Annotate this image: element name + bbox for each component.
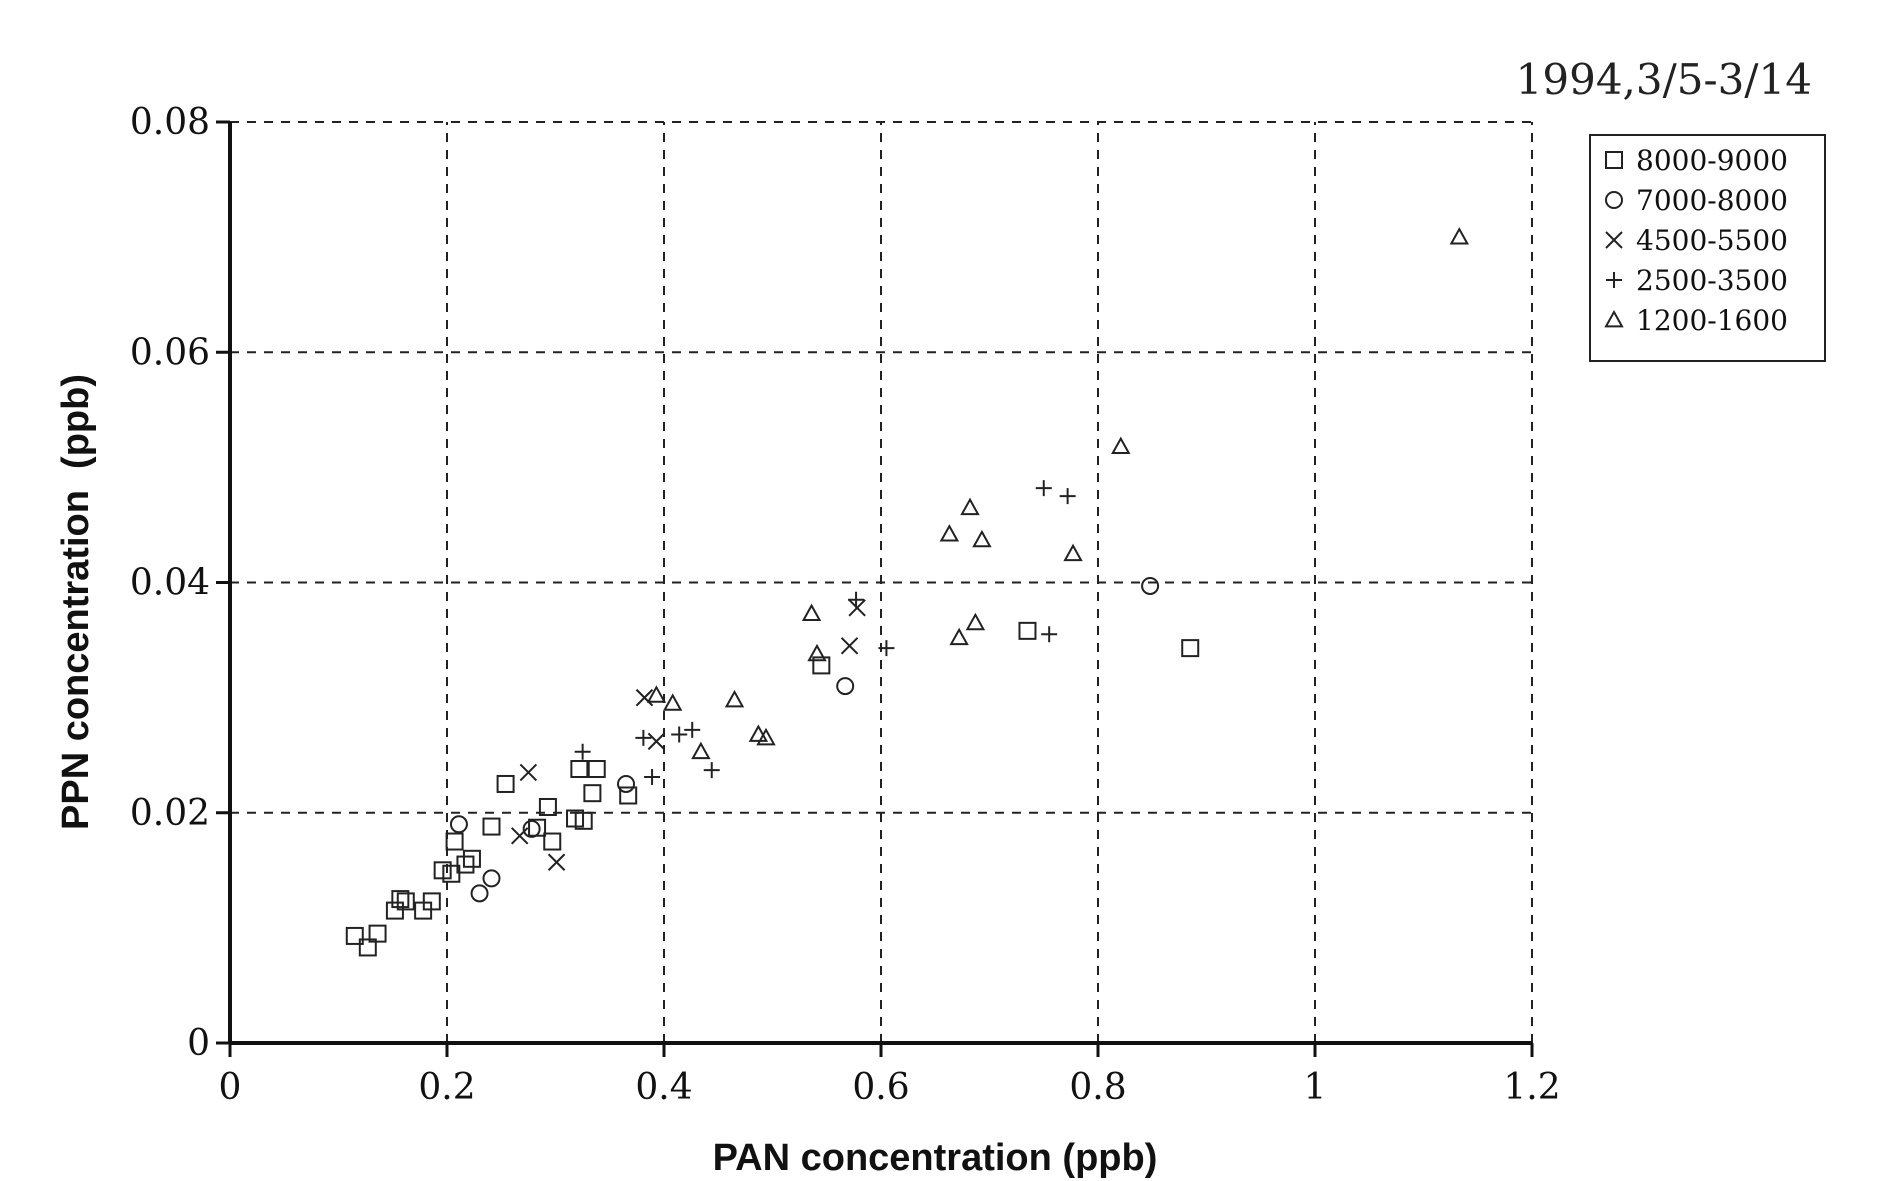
data-point-x (519, 763, 538, 782)
data-point-square (368, 924, 387, 943)
data-point-plus (574, 743, 591, 760)
data-point-plus (1041, 626, 1058, 643)
data-point-triangle (972, 529, 992, 548)
data-point-triangle (807, 643, 827, 662)
data-point-square (812, 656, 831, 675)
data-point-triangle (724, 689, 745, 708)
data-point-square (619, 786, 638, 805)
data-point-square (445, 832, 464, 851)
data-point-x (635, 688, 654, 707)
data-point-square (422, 892, 441, 911)
x-tick-label: 0.2 (418, 1067, 475, 1108)
data-point-square (462, 849, 481, 868)
data-point-circle (449, 815, 468, 834)
data-point-square (345, 926, 364, 945)
legend-marker-x (1605, 231, 1623, 249)
data-point-square (1018, 621, 1037, 640)
data-point-plus (878, 640, 895, 657)
data-point-circle (1141, 576, 1160, 595)
legend-marker-plus (1606, 272, 1622, 288)
x-tick-label: 0.8 (1069, 1067, 1126, 1108)
data-point-triangle (965, 612, 986, 631)
x-tick-label: 1 (1304, 1067, 1327, 1108)
data-point-square (391, 890, 410, 909)
y-tick-label: 0.02 (130, 793, 210, 834)
x-tick-label: 1.2 (1503, 1067, 1560, 1108)
data-points (345, 227, 1470, 957)
data-point-circle (522, 819, 541, 838)
y-tick-label: 0.04 (130, 563, 210, 604)
x-tick-label: 0 (219, 1067, 242, 1108)
data-point-square (543, 832, 562, 851)
legend-label: 8000-9000 (1636, 144, 1788, 177)
data-point-triangle (939, 524, 960, 542)
data-point-x (848, 599, 866, 617)
data-point-triangle (1449, 227, 1470, 245)
data-point-triangle (748, 724, 769, 742)
data-point-x (510, 827, 529, 845)
data-point-plus (1035, 480, 1052, 497)
data-point-x (840, 637, 859, 655)
data-point-square (583, 784, 602, 803)
data-point-triangle (1111, 436, 1131, 455)
data-point-x (647, 732, 666, 751)
y-axis-label: PPN concentration (ppb) (55, 374, 97, 830)
data-point-plus (703, 762, 720, 779)
legend-marker-circle (1605, 191, 1623, 209)
data-point-triangle (801, 603, 822, 621)
legend: 8000-9000 7000-8000 4500-5500 2500-3500 1200… (1589, 134, 1826, 362)
y-tick-label: 0.06 (130, 332, 210, 373)
tick-labels: 0 0.2 0.4 0.6 0.8 1 1.2 0 0.02 0.04 0.06 0.08 (130, 102, 1561, 1108)
data-point-square (1181, 639, 1200, 658)
x-axis-label: PAN concentration (ppb) (713, 1137, 1158, 1179)
data-point-triangle (949, 627, 969, 646)
data-point-square (442, 864, 461, 883)
data-point-triangle (960, 497, 980, 516)
data-point-square (574, 811, 593, 830)
data-point-circle (617, 774, 636, 793)
data-point-square (358, 938, 377, 957)
chart-title: 1994,3/5-3/14 (1516, 55, 1812, 104)
legend-box (1589, 134, 1826, 362)
data-point-circle (482, 869, 501, 888)
data-point-square (587, 760, 606, 779)
data-point-square (538, 797, 557, 816)
data-point-plus (1059, 488, 1076, 505)
data-point-square (570, 760, 589, 779)
data-point-square (456, 855, 475, 874)
data-point-triangle (756, 727, 776, 746)
data-point-square (482, 817, 501, 836)
data-point-circle (836, 677, 855, 696)
data-point-triangle (691, 741, 711, 760)
data-point-plus (848, 591, 865, 608)
legend-items: 8000-9000 7000-8000 4500-5500 2500-3500 1200… (1604, 144, 1788, 337)
data-point-x (547, 853, 566, 871)
legend-label: 4500-5500 (1636, 224, 1788, 257)
legend-label: 2500-3500 (1636, 264, 1788, 297)
data-point-triangle (646, 685, 667, 703)
data-point-circle (470, 884, 489, 903)
data-point-plus (684, 721, 701, 738)
data-point-plus (635, 729, 652, 746)
data-point-square (496, 774, 515, 793)
gridlines (230, 121, 1533, 1043)
data-point-triangle (1063, 543, 1083, 562)
data-point-triangle (662, 693, 683, 711)
legend-marker-square (1605, 151, 1623, 169)
x-tick-label: 0.4 (635, 1067, 692, 1108)
legend-label: 7000-8000 (1636, 184, 1788, 217)
x-tick-label: 0.6 (852, 1067, 909, 1108)
y-tick-label: 0 (187, 1023, 210, 1064)
data-point-plus (644, 769, 661, 786)
data-point-square (385, 901, 404, 920)
legend-label: 1200-1600 (1636, 304, 1788, 337)
y-tick-label: 0.08 (130, 102, 210, 143)
data-point-square (396, 892, 415, 911)
legend-marker-triangle (1604, 309, 1624, 328)
data-point-plus (671, 726, 688, 743)
